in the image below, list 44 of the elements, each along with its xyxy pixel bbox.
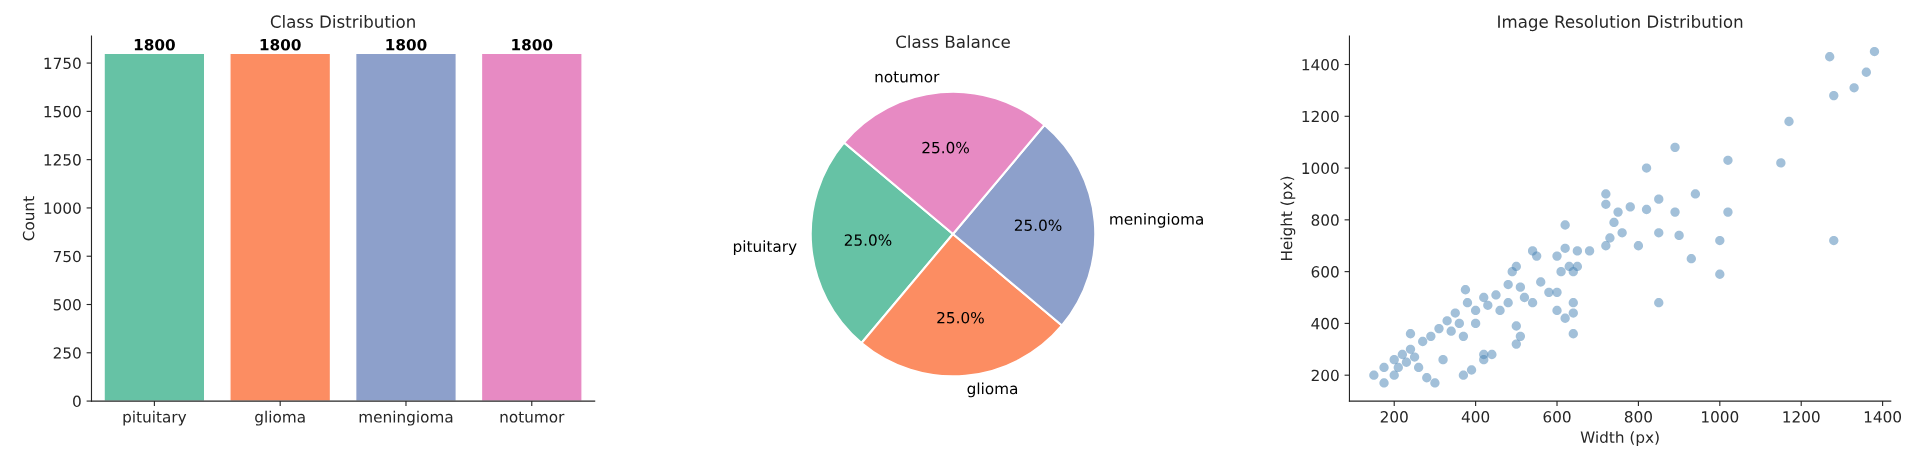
x-tick-label: 200 xyxy=(1380,411,1408,423)
data-label: 1800 xyxy=(386,38,427,51)
y-tick-label: 400 xyxy=(1311,317,1339,330)
x-tick-label: meningioma xyxy=(359,410,453,426)
data-label: 1800 xyxy=(512,38,553,51)
data-label: 25.0% xyxy=(922,141,969,154)
slice-label: glioma xyxy=(967,382,1018,398)
y-tick-label: 1400 xyxy=(1302,58,1339,71)
x-tick-label: glioma xyxy=(255,410,305,426)
chart-title: Class Distribution xyxy=(270,15,415,28)
y-tick-label: 1200 xyxy=(1302,110,1339,123)
chart-title: Class Balance xyxy=(896,35,1010,49)
y-axis-title: Count xyxy=(22,196,35,241)
y-tick-label: 500 xyxy=(53,298,81,311)
slice-label: notumor xyxy=(875,71,940,83)
x-axis-title: Width (px) xyxy=(1580,431,1659,446)
chart-title: Image Resolution Distribution xyxy=(1498,15,1743,32)
x-tick-label: 400 xyxy=(1461,411,1490,423)
y-tick-label: 0 xyxy=(73,395,81,408)
data-label: 25.0% xyxy=(937,311,984,324)
y-tick-label: 1250 xyxy=(44,154,81,166)
x-tick-label: 1200 xyxy=(1783,411,1820,423)
y-tick-label: 1000 xyxy=(1302,162,1339,175)
data-label: 1800 xyxy=(134,38,175,51)
x-tick-label: notumor xyxy=(500,411,565,423)
slice-label: meningioma xyxy=(1110,212,1203,228)
x-tick-label: pituitary xyxy=(123,410,187,426)
y-tick-label: 1500 xyxy=(44,105,81,118)
y-tick-label: 1750 xyxy=(44,57,81,70)
y-tick-label: 800 xyxy=(1311,214,1339,226)
x-tick-label: 800 xyxy=(1624,411,1652,423)
y-tick-label: 750 xyxy=(53,250,81,263)
data-label: 25.0% xyxy=(844,234,892,246)
x-tick-label: 1000 xyxy=(1702,411,1739,423)
x-tick-label: 1400 xyxy=(1864,411,1902,423)
x-tick-label: 600 xyxy=(1543,411,1571,423)
slice-label: pituitary xyxy=(733,240,797,256)
y-axis-title: Height (px) xyxy=(1280,176,1296,261)
y-tick-label: 1000 xyxy=(44,202,81,214)
y-tick-label: 250 xyxy=(53,347,81,359)
data-label: 25.0% xyxy=(1014,219,1062,231)
y-tick-label: 600 xyxy=(1311,266,1339,278)
data-label: 1800 xyxy=(260,38,301,51)
y-tick-label: 200 xyxy=(1311,369,1339,382)
